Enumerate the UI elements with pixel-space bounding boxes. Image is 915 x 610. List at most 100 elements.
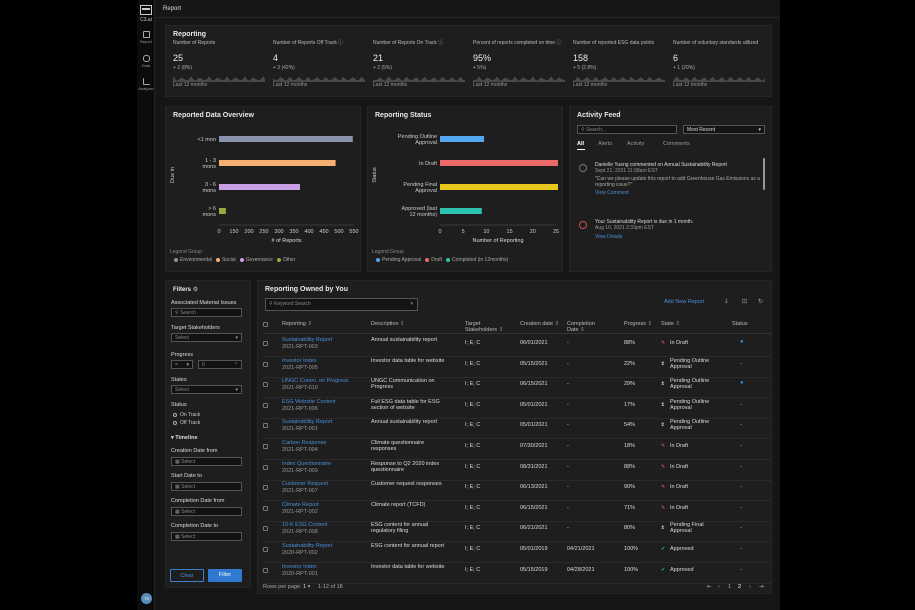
page-2[interactable]: 2 bbox=[738, 584, 742, 590]
export-icon[interactable]: ⊡ bbox=[742, 299, 748, 305]
table-row[interactable]: 10-K ESG Content 2021-RPT-008 ESG content … bbox=[263, 522, 771, 543]
row-checkbox[interactable] bbox=[263, 567, 268, 573]
info-icon[interactable]: ⓘ bbox=[555, 40, 562, 46]
column-header[interactable]: Status bbox=[732, 321, 748, 327]
next-page-icon[interactable]: › bbox=[749, 584, 751, 590]
state-label: In Draft bbox=[670, 484, 689, 491]
report-name-link[interactable]: Investor Index bbox=[282, 563, 317, 570]
table-row[interactable]: Sustainability Report 2021-RPT-003 Annual … bbox=[263, 337, 771, 357]
states-select[interactable]: Select ▾ bbox=[171, 385, 242, 394]
row-checkbox[interactable] bbox=[263, 361, 268, 367]
row-checkbox[interactable] bbox=[263, 423, 268, 429]
row-checkbox[interactable] bbox=[263, 526, 268, 532]
progress-operator-select[interactable]: = ▾ bbox=[171, 360, 193, 369]
sort-icon[interactable]: ⇕ bbox=[578, 327, 585, 333]
report-name-link[interactable]: Sustainability Report bbox=[282, 337, 333, 343]
view-comment-link[interactable]: View Comment bbox=[595, 190, 629, 196]
table-row[interactable]: ESG Website Content 2021-RPT-006 Full ESG … bbox=[263, 399, 771, 419]
avatar[interactable]: TS bbox=[141, 593, 152, 604]
page-1[interactable]: 1 bbox=[728, 584, 732, 590]
material-issues-input[interactable]: ⚲ Search bbox=[171, 308, 242, 317]
progress-value-stepper[interactable]: 0 ⌃ bbox=[198, 360, 242, 369]
completion-from-date[interactable]: ▦ Select bbox=[171, 507, 242, 516]
feed-scrollbar[interactable] bbox=[763, 158, 765, 190]
info-icon[interactable]: ⓘ bbox=[336, 40, 344, 46]
last-page-icon[interactable]: ⇥ bbox=[759, 584, 764, 590]
report-name-link[interactable]: Carbon Response bbox=[282, 440, 327, 446]
tab-activity[interactable]: Activity bbox=[627, 141, 645, 147]
alert-icon bbox=[579, 221, 587, 229]
timeline-toggle[interactable]: ▾ Timeline bbox=[171, 435, 198, 441]
tab-alerts[interactable]: Alerts bbox=[598, 141, 613, 147]
gear-icon[interactable]: ⚙ bbox=[192, 287, 199, 293]
report-name-link[interactable]: Customer Request bbox=[282, 481, 328, 488]
report-name-link[interactable]: Sustainability Report bbox=[282, 543, 333, 549]
add-new-report-button[interactable]: Add New Report bbox=[664, 299, 705, 305]
column-header[interactable]: Completion Date ⇕ bbox=[567, 321, 595, 333]
row-checkbox[interactable] bbox=[263, 341, 268, 346]
view-details-link[interactable]: View Details bbox=[595, 234, 623, 240]
column-header[interactable]: Target Stakeholders ⇕ bbox=[465, 321, 504, 333]
table-row[interactable]: Customer Request 2021-RPT-007 Customer req… bbox=[263, 481, 771, 502]
table-row[interactable]: Investor Index 2021-RPT-005 Investor data … bbox=[263, 358, 771, 378]
first-page-icon[interactable]: ⇤ bbox=[707, 584, 712, 590]
column-header[interactable]: Creation date ⇕ bbox=[520, 321, 560, 327]
sort-icon[interactable]: ⇕ bbox=[398, 321, 405, 327]
status-on-track-radio[interactable]: On Track bbox=[173, 412, 200, 418]
report-name-link[interactable]: Investor Index bbox=[282, 357, 317, 364]
clear-button[interactable]: Clear bbox=[170, 569, 204, 582]
completion-to-date[interactable]: ▦ Select bbox=[171, 532, 242, 541]
nav-item-report[interactable]: Report bbox=[137, 31, 155, 44]
sort-icon[interactable]: ⇕ bbox=[305, 321, 312, 327]
row-checkbox[interactable] bbox=[263, 547, 268, 552]
report-name-link[interactable]: UNGC Comm. on Progress bbox=[282, 378, 349, 385]
column-header[interactable]: Reporting ⇕ bbox=[282, 321, 312, 327]
info-icon[interactable]: ⓘ bbox=[436, 40, 444, 46]
select-all-checkbox[interactable] bbox=[263, 322, 268, 327]
column-header[interactable]: Progress ⇕ bbox=[624, 321, 653, 327]
report-name-link[interactable]: Index Questionnaire bbox=[282, 460, 332, 467]
sort-icon[interactable]: ⇕ bbox=[673, 321, 680, 327]
prev-page-icon[interactable]: ‹ bbox=[718, 584, 720, 590]
activity-search-input[interactable]: ⚲ Search... bbox=[577, 125, 677, 134]
download-icon[interactable]: ⤓ bbox=[725, 298, 728, 304]
filter-button[interactable]: Filter bbox=[208, 569, 242, 582]
row-checkbox[interactable] bbox=[263, 485, 268, 491]
column-header[interactable]: State ⇕ bbox=[661, 321, 680, 327]
status-off-track-radio[interactable]: Off Track bbox=[173, 420, 200, 426]
column-header[interactable]: Description ⇕ bbox=[371, 321, 405, 327]
nav-item-data[interactable]: Data bbox=[137, 55, 155, 68]
row-checkbox[interactable] bbox=[263, 402, 268, 408]
status-panel: Reporting Status Status Pending Outline Ap… bbox=[367, 106, 563, 272]
rows-per-page-select[interactable]: 1 bbox=[303, 584, 307, 590]
table-row[interactable]: UNGC Comm. on Progress 2021-RPT-010 UNGC C… bbox=[263, 378, 771, 399]
refresh-icon[interactable]: ↻ bbox=[758, 299, 764, 305]
tab-comments[interactable]: Comments bbox=[663, 141, 690, 147]
table-row[interactable]: Investor Index 2020-RPT-001 Investor data … bbox=[263, 564, 771, 584]
report-name-link[interactable]: Sustainability Report bbox=[282, 419, 333, 426]
row-checkbox[interactable] bbox=[263, 505, 268, 511]
report-name-link[interactable]: Climate Report bbox=[282, 501, 319, 508]
row-checkbox[interactable] bbox=[263, 444, 268, 449]
tab-all[interactable]: All bbox=[577, 141, 585, 147]
sort-icon[interactable]: ⇕ bbox=[553, 321, 560, 327]
kpi-value: 6 bbox=[673, 53, 679, 63]
start-to-date[interactable]: ▦ Select bbox=[171, 482, 242, 491]
nav-item-analyzer[interactable]: Analyzer bbox=[137, 78, 155, 91]
report-name-link[interactable]: 10-K ESG Content bbox=[282, 522, 328, 529]
stakeholders-select[interactable]: Select ▾ bbox=[171, 333, 242, 342]
table-row[interactable]: Climate Report 2021-RPT-002 Climate report… bbox=[263, 502, 771, 522]
report-stakeholders: I; E; C bbox=[465, 340, 481, 346]
sort-icon[interactable]: ⇕ bbox=[646, 321, 653, 327]
keyword-search-input[interactable]: ⚲ Keyword Search ▾ bbox=[265, 298, 418, 311]
table-row[interactable]: Index Questionnaire 2021-RPT-009 Response … bbox=[263, 461, 771, 481]
creation-from-date[interactable]: ▦ Select bbox=[171, 457, 242, 466]
sort-icon[interactable]: ⇕ bbox=[497, 327, 504, 333]
report-name-link[interactable]: ESG Website Content bbox=[282, 398, 336, 405]
table-row[interactable]: Carbon Response 2021-RPT-004 Climate quest… bbox=[263, 440, 771, 460]
activity-sort-select[interactable]: Most Recent ▾ bbox=[683, 125, 765, 134]
table-row[interactable]: Sustainability Report 2020-RPT-002 ESG con… bbox=[263, 543, 771, 563]
row-checkbox[interactable] bbox=[263, 464, 268, 470]
row-checkbox[interactable] bbox=[263, 382, 268, 388]
table-row[interactable]: Sustainability Report 2021-RPT-001 Annual … bbox=[263, 419, 771, 440]
